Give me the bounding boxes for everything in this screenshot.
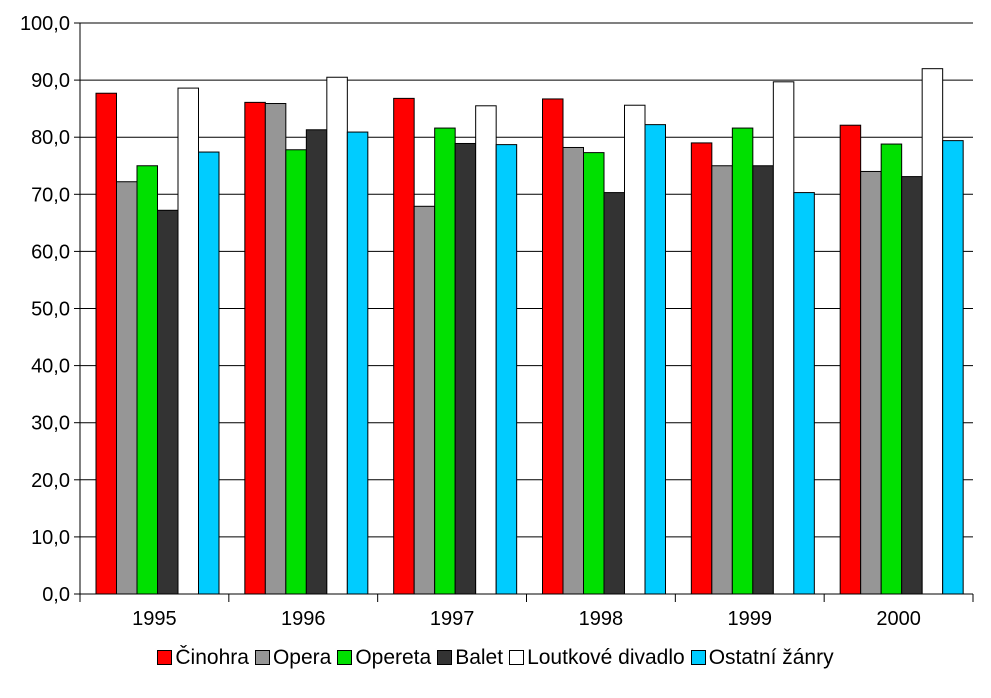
y-tick-labels: 0,0 10,0 20,0 30,0 40,0 50,0 60,0 70,0 80,0 90,0 1… bbox=[20, 13, 70, 606]
x-tick-label: 1999 bbox=[728, 608, 773, 630]
bar-balet-1997 bbox=[454, 142, 477, 595]
bar-ostatn-nry-1995 bbox=[198, 151, 220, 595]
legend-swatch bbox=[437, 650, 453, 665]
x-tick-label: 1998 bbox=[579, 608, 624, 630]
bar--inohra-1997 bbox=[393, 97, 415, 595]
bar-opera-1995 bbox=[116, 181, 138, 595]
x-tick-label: 2000 bbox=[876, 608, 921, 630]
bar-opera-2000 bbox=[860, 170, 882, 595]
legend-label: Činohra bbox=[175, 646, 249, 669]
legend-item: Opereta bbox=[337, 646, 431, 670]
bar-opereta-1998 bbox=[583, 152, 605, 595]
bar-balet-1996 bbox=[305, 129, 328, 595]
y-tick-label: 50,0 bbox=[31, 299, 70, 321]
legend-label: Ostatní žánry bbox=[708, 646, 834, 669]
bar-loutkov-divadlo-1998 bbox=[624, 104, 646, 595]
bar-ostatn-nry-2000 bbox=[942, 140, 964, 595]
bar-ostatn-nry-1996 bbox=[346, 131, 369, 595]
bar-balet-1998 bbox=[603, 192, 625, 595]
bar-opereta-1997 bbox=[434, 127, 456, 595]
x-tick-label: 1996 bbox=[281, 608, 326, 630]
legend-label: Loutkové divadlo bbox=[527, 646, 685, 669]
y-tick-label: 80,0 bbox=[31, 127, 70, 149]
gridlines bbox=[80, 22, 973, 595]
bar-balet-1999 bbox=[752, 165, 774, 595]
bar-opera-1999 bbox=[711, 165, 733, 595]
y-tick-label: 70,0 bbox=[31, 184, 70, 206]
bar-loutkov-divadlo-1997 bbox=[475, 105, 497, 595]
bar-opera-1997 bbox=[413, 205, 436, 595]
bar-opereta-1996 bbox=[285, 149, 307, 595]
bar--inohra-1995 bbox=[95, 92, 117, 595]
legend-swatch bbox=[509, 650, 525, 665]
bar-loutkov-divadlo-2000 bbox=[921, 68, 944, 595]
legend-swatch bbox=[337, 650, 353, 665]
legend-item: Loutkové divadlo bbox=[509, 646, 685, 670]
legend: Činohra Opera Opereta Balet Loutkové divadlo… bbox=[0, 646, 991, 670]
legend-item: Činohra bbox=[157, 646, 249, 670]
bar-ostatn-nry-1999 bbox=[793, 192, 815, 595]
legend-item: Ostatní žánry bbox=[690, 646, 834, 670]
bar-loutkov-divadlo-1999 bbox=[772, 81, 795, 595]
y-tick-label: 100,0 bbox=[20, 13, 70, 35]
x-tick-label: 1995 bbox=[132, 608, 177, 630]
legend-label: Opereta bbox=[355, 646, 432, 669]
bar-ostatn-nry-1998 bbox=[644, 124, 666, 595]
legend-label: Balet bbox=[455, 646, 504, 669]
y-tick-label: 30,0 bbox=[31, 413, 70, 435]
bar-balet-2000 bbox=[901, 176, 923, 595]
bar--inohra-2000 bbox=[839, 124, 862, 595]
y-tick-label: 60,0 bbox=[31, 241, 70, 263]
legend-item: Balet bbox=[437, 646, 503, 670]
bar-balet-1995 bbox=[157, 209, 179, 595]
bar-ostatn-nry-1997 bbox=[495, 144, 518, 595]
bars bbox=[95, 68, 964, 595]
bar--inohra-1999 bbox=[690, 142, 713, 595]
bar--inohra-1996 bbox=[244, 101, 266, 595]
legend-swatch bbox=[157, 650, 173, 665]
bar-opera-1998 bbox=[562, 146, 584, 595]
bar-loutkov-divadlo-1996 bbox=[326, 76, 348, 595]
legend-label: Opera bbox=[272, 646, 332, 669]
bar-chart: 0,0 10,0 20,0 30,0 40,0 50,0 60,0 70,0 80,0 90,0 1… bbox=[20, 13, 974, 630]
y-tick-label: 10,0 bbox=[31, 527, 70, 549]
x-tick-labels: 1995 1996 1997 1998 1999 2000 bbox=[132, 608, 921, 630]
bar-opera-1996 bbox=[264, 103, 287, 595]
y-tick-label: 40,0 bbox=[31, 356, 70, 378]
axes bbox=[74, 22, 974, 602]
bar-loutkov-divadlo-1995 bbox=[177, 87, 199, 595]
y-tick-label: 0,0 bbox=[42, 584, 70, 606]
legend-swatch bbox=[690, 650, 706, 665]
y-tick-label: 90,0 bbox=[31, 70, 70, 92]
bar-opereta-1999 bbox=[731, 127, 754, 595]
legend-swatch bbox=[254, 650, 270, 665]
y-tick-label: 20,0 bbox=[31, 470, 70, 492]
bar--inohra-1998 bbox=[542, 98, 564, 595]
legend-item: Opera bbox=[254, 646, 332, 670]
bar-opereta-2000 bbox=[880, 143, 903, 595]
x-tick-label: 1997 bbox=[430, 608, 475, 630]
bar-opereta-1995 bbox=[136, 165, 158, 595]
